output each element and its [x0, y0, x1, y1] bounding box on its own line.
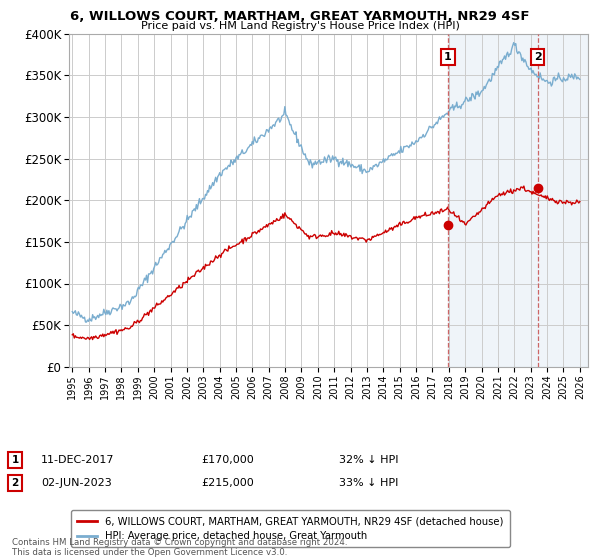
- Text: 6, WILLOWS COURT, MARTHAM, GREAT YARMOUTH, NR29 4SF: 6, WILLOWS COURT, MARTHAM, GREAT YARMOUT…: [70, 10, 530, 23]
- Bar: [448, 34, 588, 367]
- Text: 1: 1: [444, 52, 452, 62]
- Text: Price paid vs. HM Land Registry's House Price Index (HPI): Price paid vs. HM Land Registry's House …: [140, 21, 460, 31]
- Text: 32% ↓ HPI: 32% ↓ HPI: [339, 455, 398, 465]
- Legend: 6, WILLOWS COURT, MARTHAM, GREAT YARMOUTH, NR29 4SF (detached house), HPI: Avera: 6, WILLOWS COURT, MARTHAM, GREAT YARMOUT…: [71, 510, 510, 547]
- Text: £170,000: £170,000: [201, 455, 254, 465]
- Text: 2: 2: [533, 52, 541, 62]
- Text: 1: 1: [11, 455, 19, 465]
- Text: 2: 2: [11, 478, 19, 488]
- Text: 11-DEC-2017: 11-DEC-2017: [41, 455, 115, 465]
- Text: £215,000: £215,000: [201, 478, 254, 488]
- Text: 33% ↓ HPI: 33% ↓ HPI: [339, 478, 398, 488]
- Text: 02-JUN-2023: 02-JUN-2023: [41, 478, 112, 488]
- Text: Contains HM Land Registry data © Crown copyright and database right 2024.
This d: Contains HM Land Registry data © Crown c…: [12, 538, 347, 557]
